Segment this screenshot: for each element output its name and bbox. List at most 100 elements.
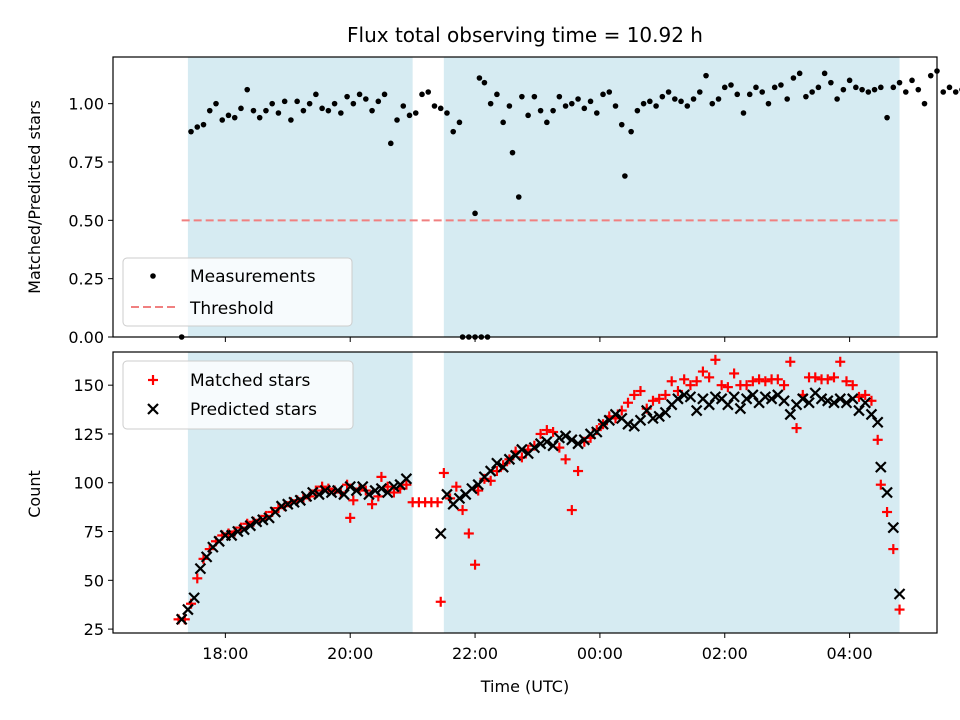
measurement-point (593, 110, 600, 116)
predicted-star-point-b (640, 404, 653, 417)
measurement-point (871, 86, 878, 93)
measurement-point (684, 103, 691, 109)
top-axes-frame (112, 56, 938, 338)
chart-title: Flux total observing time = 10.92 h (347, 23, 703, 47)
predicted-star-point-b (797, 393, 809, 405)
measurement-point (796, 70, 803, 77)
predicted-star-point-b (634, 414, 647, 427)
measurement-point (809, 89, 815, 95)
top-ytick-label: 0.50 (68, 211, 104, 230)
predicted-star-point-b (491, 457, 503, 470)
predicted-star-point-b (597, 418, 609, 430)
measurement-point (921, 100, 928, 107)
predicted-star-point-b (572, 437, 584, 450)
legend-threshold-label: Threshold (189, 299, 274, 319)
predicted-star-point-b (194, 562, 207, 575)
measurement-point (338, 110, 344, 116)
x-axis-label: Time (UTC) (480, 677, 569, 696)
predicted-star-point-b (338, 488, 350, 501)
measurement-point (740, 110, 747, 116)
measurement-point (350, 100, 357, 107)
measurement-point (581, 105, 588, 112)
top-legend-box (122, 257, 353, 327)
measurement-point (815, 84, 822, 91)
measurement-point (206, 107, 213, 114)
measurement-point (659, 93, 666, 100)
measurement-point (902, 89, 909, 95)
measurement-point (306, 100, 313, 107)
measurement-point (381, 91, 388, 98)
predicted-star-point-b (363, 488, 375, 501)
top-ytick-label: 0.00 (68, 328, 104, 347)
predicted-star-point-b (541, 435, 553, 448)
measurement-point (678, 98, 684, 105)
measurement-point (940, 89, 947, 95)
measurement-point (628, 128, 634, 135)
measurement-point (487, 100, 494, 107)
measurement-point (194, 124, 201, 130)
predicted-star-point-b (653, 410, 665, 423)
predicted-star-point-b (609, 408, 622, 421)
measurement-point (225, 112, 232, 119)
bottom-xtick-label: 04:00 (827, 644, 873, 663)
measurement-point (494, 91, 500, 98)
bottom-ytick-label: 100 (73, 474, 104, 493)
predicted-star-point-b (678, 389, 690, 401)
measurement-point (537, 107, 544, 114)
bottom-xtick-label: 22:00 (452, 644, 498, 663)
measurement-point (472, 210, 478, 217)
top-shaded-interval-1 (443, 57, 900, 337)
measurement-point (672, 96, 678, 102)
predicted-star-point-b (840, 396, 853, 409)
measurement-point (606, 89, 613, 95)
predicted-star-point-b (881, 486, 893, 499)
predicted-star-point-b (803, 396, 815, 409)
predicted-star-point-b (734, 402, 747, 415)
bottom-legend: Matched stars Predicted stars (122, 360, 354, 430)
predicted-star-point-b (238, 523, 250, 536)
bottom-xtick-label: 20:00 (327, 644, 373, 663)
measurement-point (375, 98, 382, 105)
measurement-point (840, 86, 847, 93)
measurement-point (665, 89, 672, 95)
predicted-star-point-b (400, 473, 413, 485)
measurement-point (612, 103, 619, 109)
measurement-point (531, 93, 538, 100)
measurement-point (803, 93, 809, 100)
predicted-star-point-b (853, 404, 865, 417)
measurement-point (771, 84, 778, 91)
measurement-point (519, 93, 525, 100)
predicted-star-point-b (516, 443, 528, 456)
predicted-star-point-b (497, 461, 509, 473)
predicted-star-point-b (294, 494, 307, 507)
bottom-ytick-label: 25 (84, 620, 104, 639)
bottom-y-axis-label: Count (25, 470, 44, 518)
measurement-point (200, 121, 207, 128)
bottom-legend-box (122, 360, 354, 430)
measurement-point (690, 96, 697, 102)
bottom-xtick-label: 02:00 (702, 644, 748, 663)
measurement-point (188, 128, 194, 135)
measurement-point (506, 103, 513, 109)
bottom-ytick-label: 75 (84, 523, 104, 542)
measurement-point (865, 89, 872, 95)
measurement-point (363, 96, 369, 102)
predicted-star-point-b (225, 529, 238, 542)
measurement-point (834, 96, 840, 102)
predicted-star-point-b (703, 398, 715, 411)
legend-measurements-label: Measurements (190, 267, 316, 287)
predicted-star-point-b (356, 480, 369, 493)
measurement-point (896, 79, 903, 86)
measurement-point (569, 100, 575, 107)
measurement-point (915, 86, 922, 93)
measurement-point (256, 114, 263, 121)
predicted-star-point-b (893, 588, 906, 600)
measurement-point (765, 100, 772, 107)
measurement-point (859, 86, 865, 93)
predicted-star-point-b (740, 393, 753, 405)
top-ytick-label: 0.75 (68, 153, 104, 172)
predicted-star-point-b (147, 403, 159, 415)
measurement-point (890, 84, 897, 91)
top-ytick-label: 0.25 (68, 270, 104, 289)
measurement-point (946, 84, 953, 91)
